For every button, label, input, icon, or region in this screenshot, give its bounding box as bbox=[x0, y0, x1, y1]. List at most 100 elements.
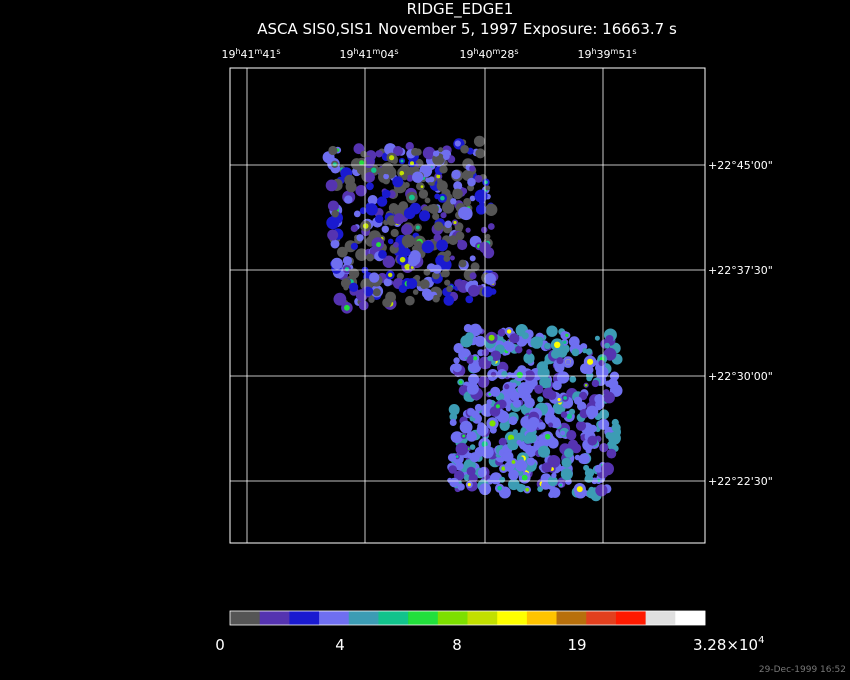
photon-blob bbox=[436, 239, 448, 252]
bright-core bbox=[344, 267, 350, 272]
photon-blob bbox=[454, 140, 461, 147]
photon-blob bbox=[414, 274, 421, 282]
photon-blob bbox=[561, 457, 572, 468]
colorbar-segment bbox=[675, 611, 706, 625]
photon-blob bbox=[447, 453, 457, 462]
photon-blob bbox=[606, 448, 617, 459]
photon-blob bbox=[568, 408, 576, 415]
photon-blob bbox=[585, 348, 593, 356]
photon-blob bbox=[466, 357, 474, 364]
photon-blob bbox=[421, 240, 435, 254]
ra-label: 19h41m41s bbox=[221, 47, 280, 61]
photon-blob bbox=[476, 327, 483, 334]
photon-blob bbox=[453, 181, 463, 191]
colorbar-segment bbox=[467, 611, 498, 625]
photon-blob bbox=[537, 422, 546, 430]
ra-value: 40 bbox=[479, 48, 493, 61]
photon-blob bbox=[537, 336, 544, 343]
bright-core bbox=[388, 272, 393, 278]
photon-blob bbox=[355, 185, 367, 197]
bright-core bbox=[495, 404, 500, 409]
bright-core bbox=[544, 433, 551, 440]
photon-blob bbox=[367, 195, 378, 205]
ra-unit: m bbox=[611, 47, 619, 56]
photon-blob bbox=[440, 212, 447, 219]
colorbar-segment bbox=[645, 611, 676, 625]
photon-blob bbox=[463, 474, 470, 481]
photon-blob bbox=[381, 225, 389, 233]
photon-blob bbox=[353, 143, 365, 155]
bright-core bbox=[459, 380, 463, 384]
bright-core bbox=[359, 160, 365, 166]
bright-core bbox=[332, 162, 337, 167]
colorbar-segment bbox=[319, 611, 350, 625]
photon-blob bbox=[497, 328, 506, 337]
photon-blob bbox=[515, 432, 525, 443]
photon-blob bbox=[504, 383, 510, 390]
frame bbox=[229, 67, 706, 544]
bright-core bbox=[399, 170, 405, 176]
photon-blob bbox=[521, 332, 529, 340]
dec-label: +22°45'00" bbox=[708, 159, 773, 172]
photon-blob bbox=[509, 333, 520, 344]
photon-blob bbox=[573, 396, 583, 405]
photon-blob bbox=[546, 390, 557, 400]
photon-blob bbox=[601, 462, 614, 476]
photon-blob bbox=[567, 439, 579, 450]
bright-core bbox=[565, 333, 569, 337]
photon-blob bbox=[364, 172, 376, 183]
photon-blob bbox=[418, 189, 429, 199]
colorbar-exponent: 4 bbox=[758, 635, 764, 646]
photon-blob bbox=[587, 435, 598, 446]
photon-blob bbox=[537, 366, 550, 379]
photon-blob bbox=[586, 375, 593, 382]
photon-blob bbox=[564, 448, 574, 458]
photon-blob bbox=[359, 207, 367, 215]
photon-blob bbox=[514, 459, 527, 472]
photon-blob bbox=[534, 384, 544, 394]
photon-blob bbox=[453, 470, 465, 481]
photon-blob bbox=[469, 165, 476, 172]
photon-blob bbox=[466, 466, 476, 476]
photon-blob bbox=[331, 210, 339, 218]
photon-blob bbox=[419, 210, 431, 222]
bright-core bbox=[462, 434, 466, 438]
bright-core bbox=[410, 266, 414, 269]
photon-blob bbox=[348, 268, 360, 279]
photon-blob bbox=[428, 176, 435, 183]
photon-blob bbox=[348, 282, 359, 292]
colorbar-label: 3.28×104 bbox=[693, 635, 764, 654]
photon-blob bbox=[582, 348, 588, 354]
photon-blob bbox=[326, 216, 340, 230]
bright-core bbox=[376, 242, 382, 248]
photon-blob bbox=[468, 473, 478, 483]
photon-blob bbox=[378, 250, 387, 259]
photon-blob bbox=[544, 342, 551, 350]
photon-blob bbox=[584, 476, 591, 483]
photon-blob bbox=[356, 234, 364, 242]
photon-blob bbox=[537, 486, 543, 492]
bright-core bbox=[399, 256, 406, 263]
photon-blob bbox=[446, 285, 453, 293]
photon-blob bbox=[598, 360, 605, 366]
photon-blob bbox=[594, 394, 605, 404]
photon-blob bbox=[337, 246, 348, 258]
ra-unit: s bbox=[632, 47, 636, 56]
photon-blob bbox=[539, 376, 551, 389]
photon-blob bbox=[366, 253, 374, 262]
photon-blob bbox=[537, 396, 544, 403]
photon-blob bbox=[406, 174, 414, 182]
photon-blob bbox=[603, 391, 615, 404]
photon-blob bbox=[565, 359, 571, 365]
photon-blob bbox=[523, 352, 535, 364]
photon-blob bbox=[474, 189, 488, 203]
photon-blob bbox=[474, 175, 483, 183]
photon-blob bbox=[591, 379, 600, 388]
photon-blob bbox=[505, 406, 511, 412]
photon-blob bbox=[457, 239, 468, 251]
photon-blob bbox=[444, 279, 451, 286]
ra-value: 41 bbox=[359, 48, 373, 61]
photon-blob bbox=[331, 257, 343, 270]
photon-blob bbox=[598, 418, 610, 430]
photon-blob bbox=[541, 462, 552, 473]
